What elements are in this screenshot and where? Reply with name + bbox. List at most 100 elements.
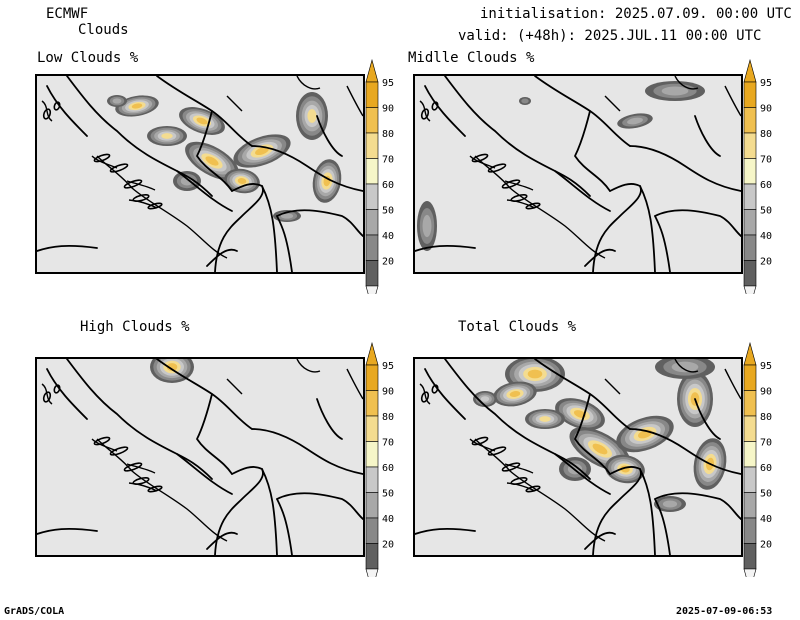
colorbar-label-95: 95 <box>382 78 394 89</box>
island <box>93 436 111 446</box>
country-borders-total <box>415 359 741 555</box>
islands-middle <box>420 101 541 210</box>
colorbar-swatch-40 <box>365 517 379 544</box>
map-background <box>37 359 363 555</box>
cloud-patch <box>312 159 342 203</box>
border-line <box>37 244 98 252</box>
border-line <box>694 398 721 440</box>
border-line <box>592 183 642 272</box>
cloud-patch <box>173 171 201 191</box>
island <box>53 384 61 394</box>
border-line <box>444 76 611 212</box>
cloud-contour-level-5 <box>509 390 521 398</box>
colorbar-bottom-arrow <box>365 568 379 577</box>
border-line <box>584 531 616 550</box>
coast-line <box>41 100 53 122</box>
coast-line <box>128 482 158 492</box>
init-time: initialisation: 2025.07.09. 00:00 UTC <box>480 6 792 22</box>
coast-line <box>226 95 243 112</box>
border-line <box>654 209 741 237</box>
island <box>53 101 61 111</box>
colorbar-label-20: 20 <box>760 257 772 268</box>
panel-title-middle: Midlle Clouds % <box>408 50 535 66</box>
coast-line <box>296 359 321 373</box>
cloud-patch <box>417 201 437 251</box>
colorbar-swatch-80 <box>743 132 757 159</box>
cloud-contour-level-5 <box>205 156 219 166</box>
island <box>471 436 489 446</box>
colorbar-swatch-40 <box>365 234 379 261</box>
colorbar-swatch-95 <box>365 81 379 108</box>
border-line <box>424 85 466 137</box>
border-line <box>584 248 616 267</box>
cloud-contour-level-1 <box>521 98 529 104</box>
border-line <box>574 110 611 192</box>
colorbar-label-80: 80 <box>760 129 772 140</box>
colorbar-label-20: 20 <box>382 540 394 551</box>
colorbar-label-70: 70 <box>760 438 772 449</box>
coast-line <box>128 199 158 209</box>
coast-line <box>419 383 431 405</box>
model-name: ECMWF <box>46 6 89 22</box>
colorbar-label-80: 80 <box>382 412 394 423</box>
colorbar-label-70: 70 <box>382 438 394 449</box>
map-svg-total <box>415 359 741 555</box>
border-line <box>316 398 343 440</box>
colorbar-label-60: 60 <box>760 463 772 474</box>
colorbar-label-40: 40 <box>760 231 772 242</box>
country-borders-high <box>37 359 363 555</box>
colorbar-low: 95 90 80 70 60 50 40 20 <box>365 58 394 294</box>
coast-line <box>506 482 536 492</box>
cloud-contour-level-2 <box>671 361 699 373</box>
border-line <box>206 248 238 267</box>
colorbar-swatch-20 <box>365 260 379 287</box>
panel-title-total: Total Clouds % <box>458 319 577 335</box>
border-line <box>424 368 466 420</box>
colorbar-label-90: 90 <box>382 104 394 115</box>
border-line <box>66 359 233 495</box>
border-line <box>37 527 98 535</box>
colorbar-label-90: 90 <box>760 387 772 398</box>
colorbar-swatch-70 <box>365 441 379 468</box>
border-line <box>654 215 671 272</box>
border-line <box>261 185 278 272</box>
island <box>109 163 129 173</box>
islands-low <box>42 101 163 210</box>
colorbar-label-90: 90 <box>382 387 394 398</box>
colorbar-swatch-95 <box>743 81 757 108</box>
cloud-contour-level-2 <box>112 98 122 104</box>
island <box>501 179 521 189</box>
cloud-patch <box>654 496 686 512</box>
border-line <box>444 359 611 495</box>
island <box>431 384 439 394</box>
cloud-contour-level-4 <box>161 133 173 139</box>
island <box>525 485 541 493</box>
colorbar-label-50: 50 <box>760 206 772 217</box>
colorbar-swatch-20 <box>743 260 757 287</box>
island <box>42 391 52 403</box>
border-line <box>415 527 476 535</box>
cloud-contour-level-2 <box>280 213 294 219</box>
map-panel-high-clouds <box>35 357 365 557</box>
island <box>123 179 143 189</box>
coast-line <box>296 76 321 90</box>
colorbar-label-95: 95 <box>760 78 772 89</box>
coast-line <box>506 199 536 209</box>
cloud-patch <box>525 409 565 429</box>
colorbar-label-70: 70 <box>382 155 394 166</box>
island <box>132 194 150 202</box>
coast-line <box>504 180 534 191</box>
cloud-patch <box>645 81 705 101</box>
coast-line <box>604 378 621 395</box>
footer-software: GrADS/COLA <box>4 606 65 617</box>
colorbar-label-95: 95 <box>382 361 394 372</box>
island <box>431 101 439 111</box>
island <box>510 477 528 485</box>
cloud-contour-level-4 <box>307 109 317 123</box>
cloud-contour-level-3 <box>480 396 490 402</box>
colorbar-label-80: 80 <box>382 129 394 140</box>
colorbar-swatch-60 <box>365 466 379 493</box>
border-line <box>629 145 741 192</box>
country-borders-low <box>37 76 363 272</box>
border-line <box>574 393 611 475</box>
